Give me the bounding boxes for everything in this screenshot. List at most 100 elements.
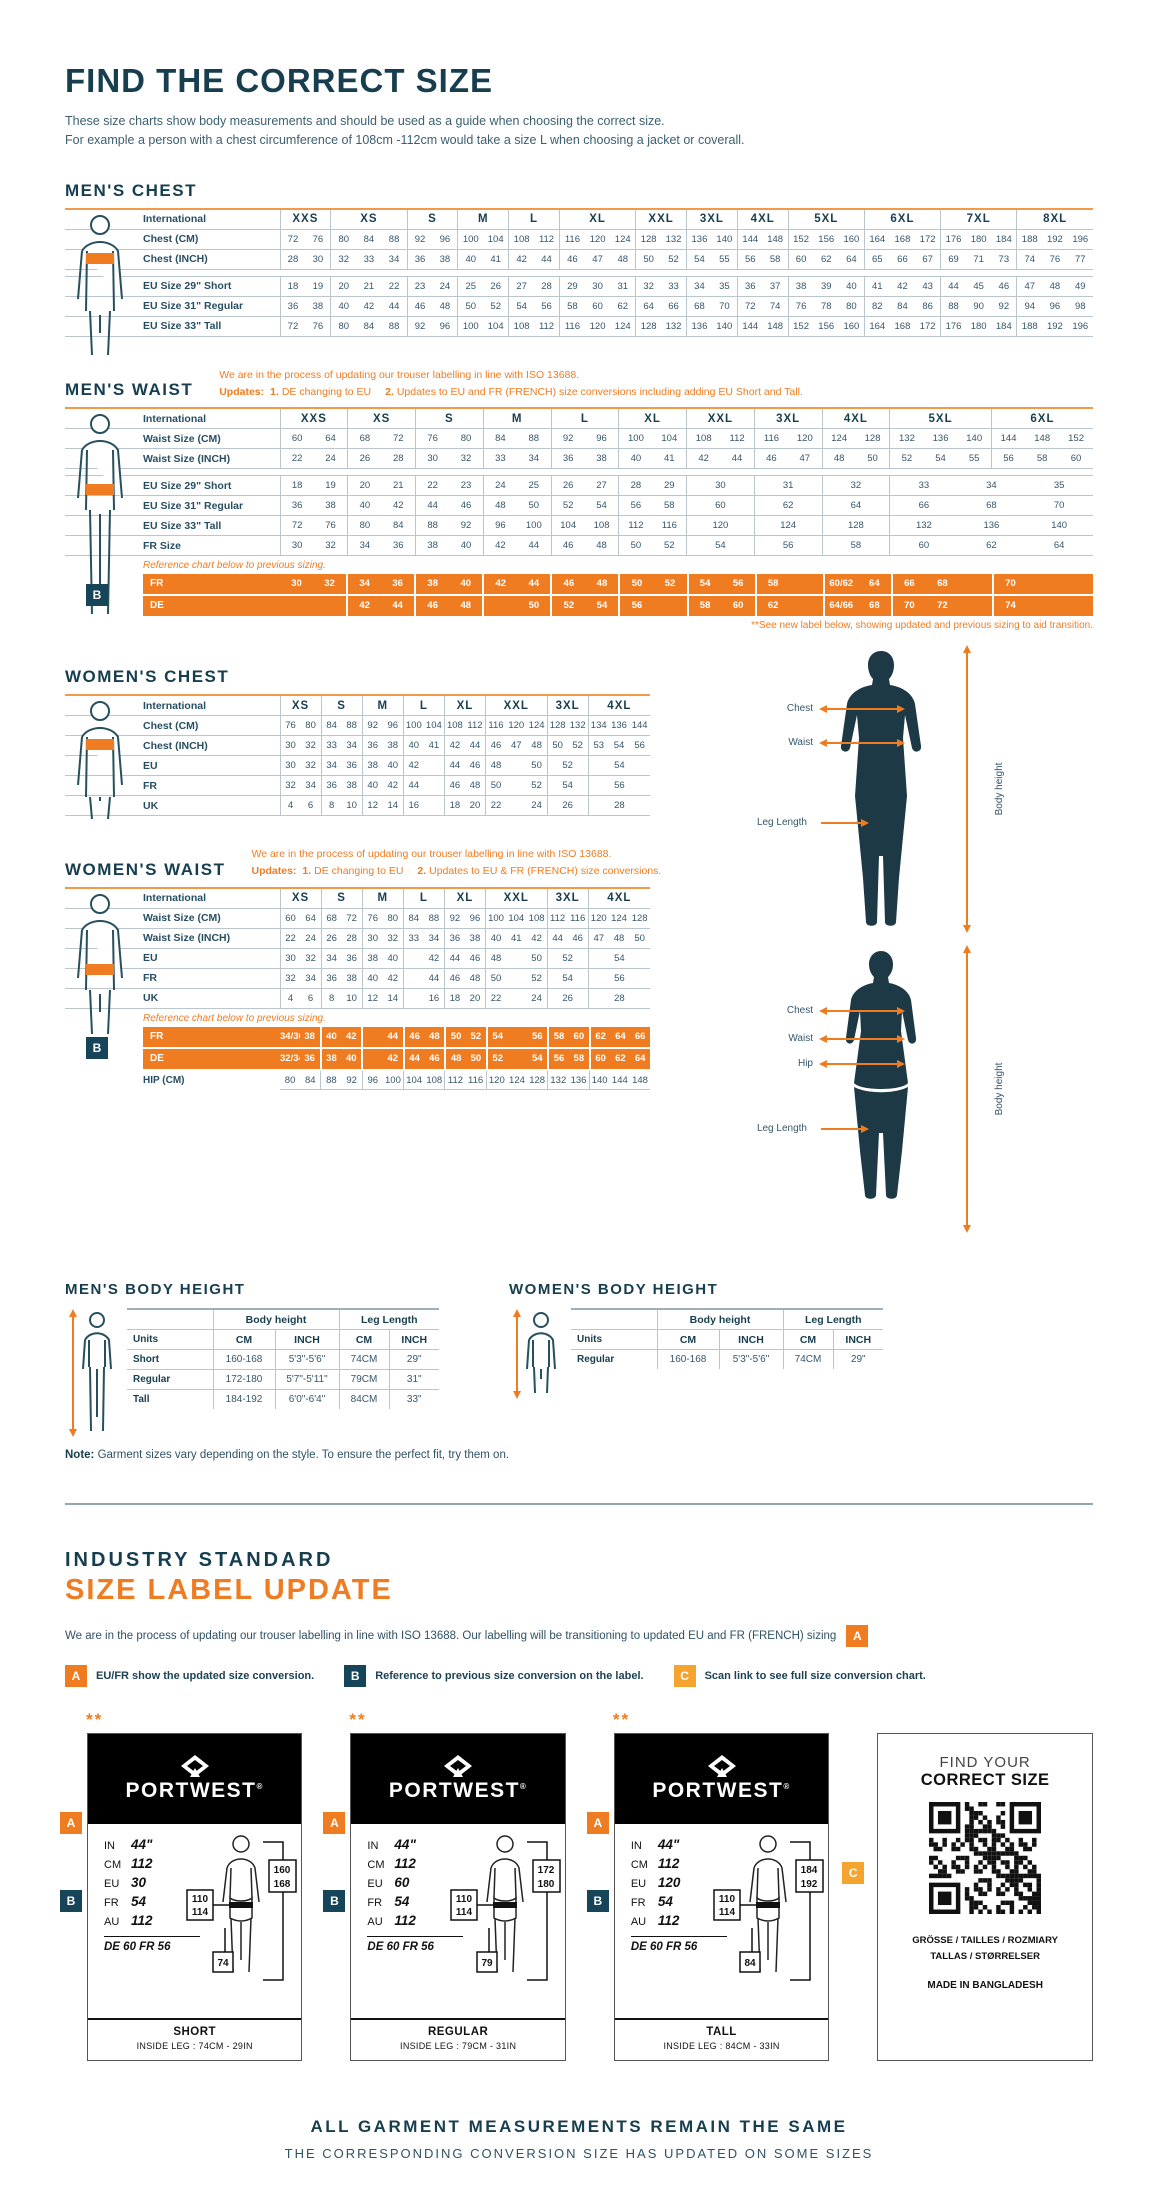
sub-header-cell: INCH: [718, 1329, 784, 1351]
table-cell: 104: [483, 316, 509, 337]
measurement-key: CM: [367, 1859, 385, 1872]
table-cell: 62: [957, 535, 1026, 557]
section-divider: [65, 1503, 1093, 1506]
table-cell: 38: [361, 755, 383, 777]
legend-text: EU/FR show the updated size conversion.: [96, 1670, 315, 1683]
mens-waist-head: MEN'S WAIST We are in the process of upda…: [65, 367, 1093, 401]
womens-chest-heading: WOMEN'S CHEST: [65, 667, 230, 687]
table-row: UK 4 6 8 10 12 14 16 18 20 22 24 26 28: [65, 795, 650, 817]
row-cell: 64: [610, 1026, 631, 1047]
table-cell: 46: [991, 276, 1017, 297]
table-cell: 192: [1042, 316, 1068, 337]
table-row-label: EU Size 29" Short: [65, 276, 280, 297]
table-cell: 36: [361, 735, 383, 757]
row-cell: 60: [568, 1026, 589, 1047]
table-cell: 96: [432, 316, 458, 337]
body-height-cell: 6'0"-6'4": [274, 1389, 340, 1410]
table-row-label: Chest (INCH): [65, 735, 280, 757]
label-figure-sketch-icon: 110 114 184 192 84: [713, 1835, 825, 1982]
table-cell: 48: [608, 928, 630, 949]
table-cell: 96: [482, 515, 518, 537]
table-cell: 52: [526, 775, 548, 797]
table-cell: 64: [838, 249, 865, 270]
table-cell: 50: [517, 495, 551, 517]
table-cell: 164: [863, 229, 890, 250]
row-cell: 44: [381, 596, 415, 617]
table-cell: 140: [957, 428, 992, 450]
svg-text:114: 114: [192, 1907, 209, 1918]
table-cell: 80: [838, 296, 865, 317]
find-your-size-card: C FIND YOUR CORRECT SIZE GRÖSSE / TAILLES /…: [842, 1733, 1094, 2062]
table-cell: 64: [313, 428, 348, 450]
body-height-figure-icon: [69, 1309, 112, 1438]
table-cell: 36: [320, 968, 342, 989]
row-cell: [789, 574, 823, 595]
table-cell: 54: [587, 755, 650, 777]
table-row: UK 4 6 8 10 12 14 16 18 20 22 24 26 28: [65, 988, 650, 1009]
body-height-cell: 84CM: [338, 1389, 390, 1410]
measurement-key: EU: [367, 1878, 383, 1891]
table-cell: 68: [957, 495, 1026, 517]
table-cell: 92: [449, 515, 484, 537]
table-cell: 148: [1025, 428, 1060, 450]
table-cell: 50: [526, 755, 548, 777]
table-cell: 22: [279, 448, 314, 470]
table-cell: 36: [279, 296, 306, 317]
table-cell: 112: [720, 428, 755, 450]
table-cell: 48: [484, 948, 507, 969]
table-cell: 48: [821, 448, 856, 470]
legend-text: Reference to previous size conversion on…: [375, 1670, 644, 1683]
badge-b-icon: B: [86, 1036, 108, 1059]
measurement-row: IN 44": [631, 1836, 822, 1855]
badge-b-icon: B: [60, 1890, 82, 1913]
women-body-height-table-wrap: Body height Leg Length Units CM INCH CM INCH Re…: [570, 1308, 884, 1370]
table-cell: 80: [347, 515, 382, 537]
size-group-header: 7XL: [940, 208, 1017, 230]
table-cell: 188: [1016, 316, 1043, 337]
table-cell: 180: [965, 229, 992, 250]
table-cell: 50: [526, 948, 548, 969]
stars-marker: **: [86, 1710, 104, 1730]
row-cell: 46: [414, 596, 450, 617]
table-row: EU Size 31" Regular 36 38 40 42 44 46 48 50 52 54 5…: [65, 495, 1093, 517]
row-cell: 34: [346, 574, 382, 595]
table-row: EU Size 33" Tall 72 76 80 84 88 92 96 100 104 108 1…: [65, 316, 1093, 337]
row-cell: 140: [588, 1070, 610, 1090]
legend-item: C Scan link to see full size conversion c…: [673, 1665, 926, 1688]
table-cell: 8: [320, 795, 342, 817]
table-cell: 72: [279, 515, 314, 537]
table-cell: 32: [330, 249, 357, 270]
table-cell: 35: [1025, 475, 1093, 497]
womens-waist-headnote: We are in the process of updating our tr…: [251, 846, 675, 880]
table-cell: 44: [443, 948, 465, 969]
row-label: DE: [143, 596, 280, 617]
table-row-label: Waist Size (CM): [65, 908, 280, 929]
intro-line-1: These size charts show body measurements…: [65, 114, 665, 128]
table-cell: 33: [661, 276, 687, 297]
table-cell: 96: [584, 428, 619, 450]
table-cell: 60: [279, 428, 314, 450]
table-cell: 76: [415, 428, 450, 450]
measurement-row: FR 54: [367, 1893, 558, 1912]
table-cell: 176: [940, 316, 966, 337]
table-cell: 124: [821, 428, 856, 450]
table-cell: 124: [526, 715, 548, 737]
table-cell: 25: [517, 475, 551, 497]
table-cell: 136: [608, 715, 630, 737]
table-cell: 48: [482, 495, 518, 517]
measurement-row: AU 112: [104, 1912, 295, 1931]
label-update-intro: We are in the process of updating our tr…: [65, 1625, 1093, 1648]
table-cell: 20: [464, 988, 486, 1009]
row-cell: 52: [550, 596, 586, 617]
table-row: Chest (CM) 76 80 84 88 92 96 100 104 108 112 116 120…: [65, 715, 650, 737]
table-cell: 31: [753, 475, 822, 497]
made-in-text: MADE IN BANGLADESH: [927, 1979, 1043, 1991]
fit-name: TALL: [706, 2026, 737, 2039]
table-cell: 88: [940, 296, 966, 317]
table-cell: 108: [526, 908, 548, 929]
table-cell: 19: [305, 276, 331, 297]
update-number: 1.: [302, 865, 315, 878]
group-header-row: Body height Leg Length: [126, 1309, 440, 1331]
brand-name: PORTWEST®: [125, 1779, 264, 1803]
table-cell: 46: [406, 296, 433, 317]
